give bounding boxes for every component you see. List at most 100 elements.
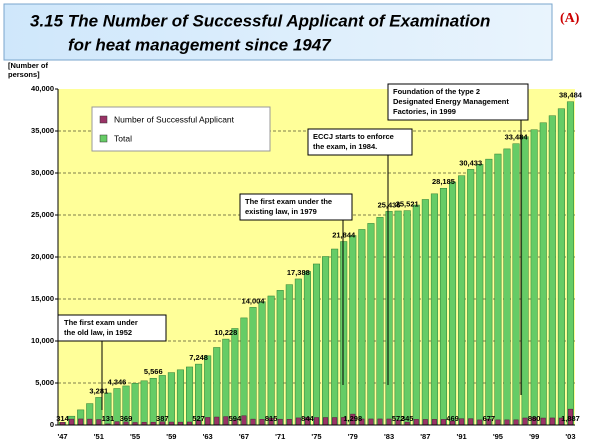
annotation-text: the exam, in 1984. <box>313 142 377 151</box>
total-bar <box>231 328 239 426</box>
x-tick-label: '03 <box>565 432 575 441</box>
y-axis-label: [Number of <box>8 61 49 70</box>
x-tick-label: '75 <box>311 432 321 441</box>
x-tick-label: '55 <box>130 432 140 441</box>
x-tick-label: '59 <box>166 432 176 441</box>
total-bar <box>213 347 221 426</box>
total-bar <box>494 153 502 426</box>
x-tick-label: '71 <box>275 432 285 441</box>
data-label: 38,484 <box>559 91 583 100</box>
applicant-bar <box>313 417 320 426</box>
data-label: 1,887 <box>561 414 580 423</box>
data-label: 314 <box>56 414 69 423</box>
total-bar <box>521 136 529 426</box>
x-tick-label: '79 <box>348 432 358 441</box>
x-tick-label: '67 <box>239 432 249 441</box>
total-bar <box>467 169 475 426</box>
data-label: 30,433 <box>459 158 482 167</box>
total-bar <box>430 193 438 426</box>
title-box <box>3 3 553 61</box>
total-bar <box>503 148 511 426</box>
applicant-bar <box>96 419 102 426</box>
y-tick-label: 25,000 <box>31 210 54 219</box>
total-bar <box>439 187 447 426</box>
total-bar <box>322 256 330 426</box>
annotation-text: Foundation of the type 2 <box>393 87 480 96</box>
applicant-bar <box>440 419 446 426</box>
total-bar <box>249 307 257 426</box>
applicant-bar <box>377 418 383 426</box>
data-label: 594 <box>229 414 242 423</box>
total-bar <box>403 210 411 426</box>
annotation-text: The first exam under the <box>245 197 332 206</box>
y-tick-label: 40,000 <box>31 84 54 93</box>
data-label: 1,298 <box>343 414 362 423</box>
y-axis-label: persons] <box>8 70 40 79</box>
data-label: 131 <box>102 414 115 423</box>
total-bar <box>303 271 311 426</box>
total-bar <box>294 278 302 426</box>
data-label: 345 <box>401 414 414 423</box>
total-bar <box>340 241 348 426</box>
data-label: 572 <box>392 414 405 423</box>
data-label: 844 <box>301 414 314 423</box>
total-bar <box>512 143 520 426</box>
applicant-bar <box>250 418 256 426</box>
data-label: 14,004 <box>242 296 266 305</box>
annotation-text: The first exam under <box>64 318 138 327</box>
total-bar <box>267 295 275 426</box>
x-tick-label: '99 <box>529 432 539 441</box>
annotation: ECCJ starts to enforce the exam, in 1984… <box>307 128 413 385</box>
annotation: Foundation of the type 2 Designated Ener… <box>387 83 529 395</box>
x-tick-label: '87 <box>420 432 430 441</box>
applicant-bar <box>286 419 292 426</box>
x-tick-label: '95 <box>493 432 503 441</box>
total-bar <box>412 204 420 426</box>
data-label: 5,566 <box>144 367 163 376</box>
total-bar <box>358 229 366 426</box>
y-tick-label: 10,000 <box>31 336 54 345</box>
applicant-bar <box>504 419 510 426</box>
legend <box>91 106 271 152</box>
annotation-text: Factories, in 1999 <box>393 107 456 116</box>
data-label: 21,844 <box>332 230 356 239</box>
applicant-bar <box>214 416 220 426</box>
applicant-bar <box>87 418 93 426</box>
applicant-bar <box>431 419 437 426</box>
applicant-bar <box>114 421 120 426</box>
applicant-bar <box>332 417 338 426</box>
data-label: 527 <box>192 414 205 423</box>
legend-swatch <box>99 115 108 124</box>
data-label: 7,248 <box>189 353 208 362</box>
applicant-bar <box>422 419 428 426</box>
applicant-bar <box>368 418 374 426</box>
applicant-bar <box>459 418 465 426</box>
y-tick-label: 5,000 <box>35 378 54 387</box>
corner-label: (A) <box>560 11 580 26</box>
total-bar <box>240 317 248 426</box>
applicant-bar <box>323 417 329 426</box>
applicant-bar <box>468 418 474 426</box>
y-tick-label: 0 <box>50 420 54 429</box>
applicant-bar <box>205 417 211 426</box>
data-label: 10,228 <box>214 328 237 337</box>
data-label: 3,281 <box>89 386 108 395</box>
data-label: 28,185 <box>432 177 455 186</box>
data-label: 25,521 <box>396 200 419 209</box>
applicant-bar <box>295 417 301 426</box>
applicant-bar <box>69 418 75 426</box>
applicant-bar <box>241 415 247 426</box>
applicant-bar <box>549 417 555 426</box>
data-label: 677 <box>483 414 496 423</box>
legend-entries: Number of Successful Applicant Total <box>99 114 235 143</box>
total-bar <box>367 223 375 426</box>
bars <box>59 101 574 426</box>
total-bar <box>530 129 538 426</box>
total-bar <box>349 235 357 426</box>
total-bar <box>204 355 212 426</box>
x-tick-label: '83 <box>384 432 394 441</box>
total-bar <box>449 181 457 426</box>
total-bar <box>485 158 493 426</box>
data-label: 880 <box>528 414 541 423</box>
